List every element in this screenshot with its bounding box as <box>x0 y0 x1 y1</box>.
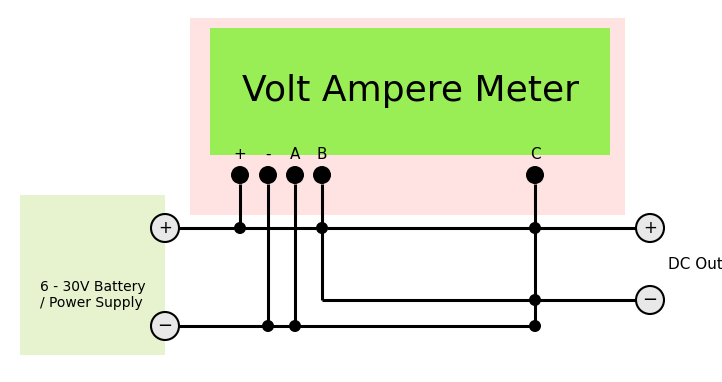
Text: 6 - 30V Battery
/ Power Supply: 6 - 30V Battery / Power Supply <box>40 280 145 310</box>
Text: Volt Ampere Meter: Volt Ampere Meter <box>241 74 578 108</box>
FancyBboxPatch shape <box>190 18 625 215</box>
Text: A: A <box>290 147 300 162</box>
FancyBboxPatch shape <box>210 28 610 155</box>
Text: B: B <box>317 147 327 162</box>
Circle shape <box>526 166 544 184</box>
Circle shape <box>231 166 249 184</box>
Text: −: − <box>157 317 173 335</box>
Circle shape <box>636 286 664 314</box>
Text: C: C <box>530 147 540 162</box>
Circle shape <box>313 166 331 184</box>
FancyBboxPatch shape <box>20 195 165 355</box>
Circle shape <box>529 294 541 306</box>
Circle shape <box>151 312 179 340</box>
Text: +: + <box>643 219 657 237</box>
Text: +: + <box>234 147 246 162</box>
Text: DC Output: DC Output <box>668 256 722 272</box>
Circle shape <box>262 320 274 332</box>
Circle shape <box>259 166 277 184</box>
Circle shape <box>529 222 541 234</box>
Circle shape <box>289 320 301 332</box>
Text: -: - <box>265 147 271 162</box>
Circle shape <box>151 214 179 242</box>
Circle shape <box>286 166 304 184</box>
Text: +: + <box>158 219 172 237</box>
Circle shape <box>234 222 246 234</box>
Circle shape <box>316 222 328 234</box>
Text: −: − <box>643 291 658 309</box>
Circle shape <box>529 320 541 332</box>
Circle shape <box>636 214 664 242</box>
